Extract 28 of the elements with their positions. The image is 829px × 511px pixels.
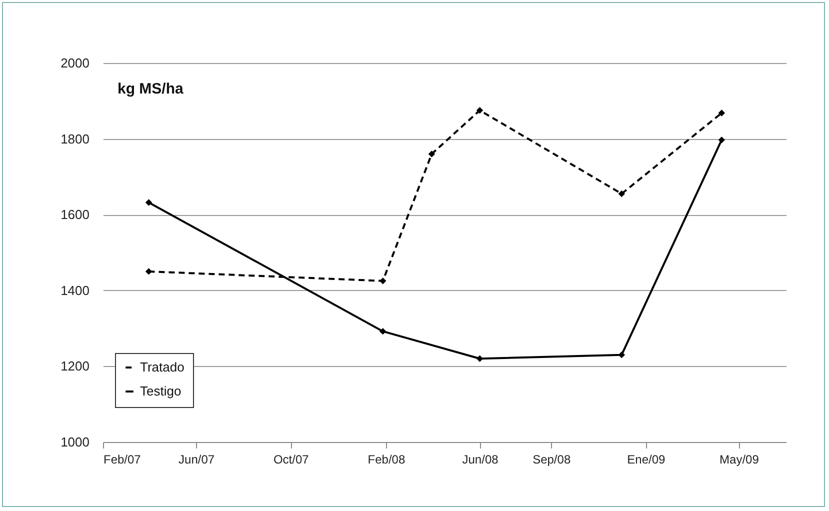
point bbox=[428, 150, 436, 158]
y-tick-label: 1400 bbox=[60, 282, 90, 298]
y-tick-label: 1600 bbox=[60, 207, 90, 222]
point bbox=[618, 190, 625, 198]
y-axis-title: kg MS/ha bbox=[118, 80, 184, 98]
x-tick-label: Jun/08 bbox=[462, 452, 499, 466]
point bbox=[718, 136, 726, 144]
y-tick-label: 1200 bbox=[60, 358, 90, 374]
x-tick-label: Jun/07 bbox=[178, 452, 215, 466]
x-tick-label: May/09 bbox=[720, 452, 760, 466]
point bbox=[380, 278, 386, 284]
x-tick-label: Sep/08 bbox=[532, 452, 571, 466]
x-tick-label: Ene/09 bbox=[627, 452, 666, 466]
point bbox=[718, 110, 726, 116]
point bbox=[145, 268, 152, 275]
point bbox=[380, 328, 386, 335]
y-tick-label: 1000 bbox=[60, 434, 90, 450]
point bbox=[145, 199, 152, 206]
point bbox=[476, 355, 484, 362]
y-tick-label: 2000 bbox=[60, 56, 90, 70]
point bbox=[476, 107, 484, 114]
x-tick-label: Oct/07 bbox=[273, 452, 310, 466]
x-tick-label: Feb/07 bbox=[104, 452, 142, 466]
legend-label: Testigo bbox=[140, 384, 182, 398]
x-tick-label: Feb/08 bbox=[368, 452, 406, 466]
point bbox=[618, 351, 625, 358]
legend-label: Tratado bbox=[140, 360, 184, 374]
y-tick-label: 1800 bbox=[60, 131, 90, 146]
